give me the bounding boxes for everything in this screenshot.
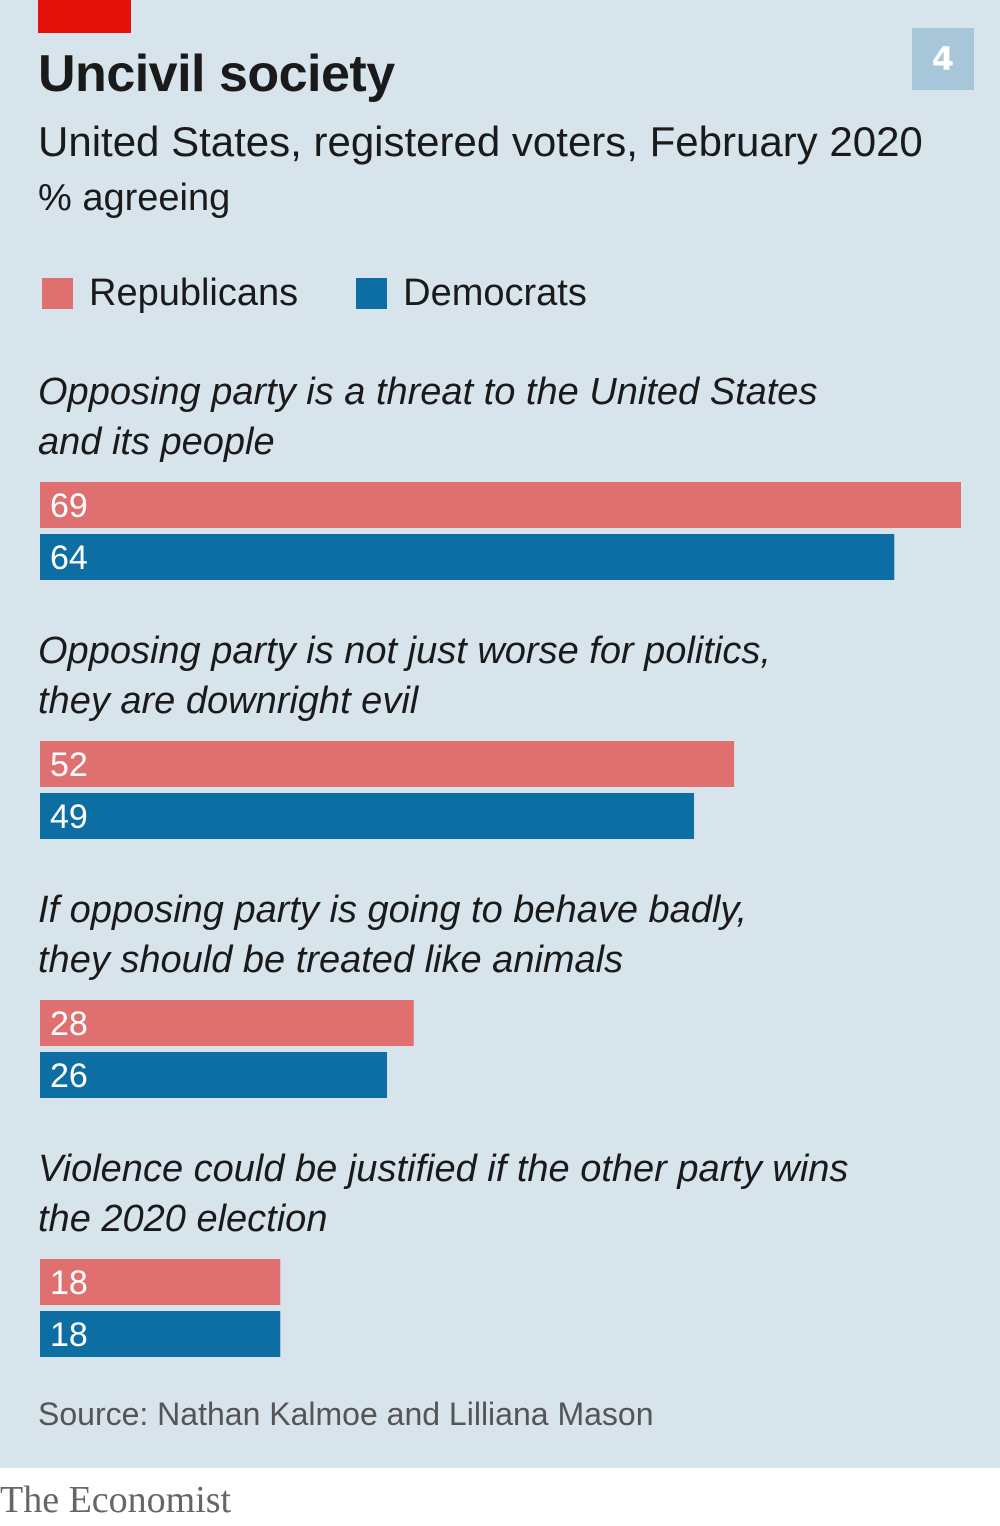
value-label-republicans-4: 18 <box>50 1264 88 1302</box>
bar-democrats-4 <box>40 1311 281 1357</box>
legend-item-democrats: Democrats <box>356 272 587 315</box>
value-label-republicans-1: 69 <box>50 487 88 525</box>
chart-panel: 4 Uncivil society United States, registe… <box>0 0 1000 1468</box>
value-label-republicans-3: 28 <box>50 1005 88 1043</box>
category-label-1-line-1: Opposing party is a threat to the United… <box>38 371 817 413</box>
bar-democrats-2 <box>40 793 695 839</box>
chart-title: Uncivil society <box>38 45 395 103</box>
chart-number-badge: 4 <box>912 28 974 90</box>
legend-label-republicans: Republicans <box>89 272 299 314</box>
category-label-4-line-1: Violence could be justified if the other… <box>38 1148 848 1190</box>
category-label-1-line-2: and its people <box>38 421 275 463</box>
value-label-democrats-3: 26 <box>50 1057 88 1095</box>
value-label-democrats-1: 64 <box>50 539 88 577</box>
brand-red-tag <box>38 0 131 33</box>
bar-republicans-3 <box>40 1000 414 1046</box>
source-note: Source: Nathan Kalmoe and Lilliana Mason <box>38 1396 654 1432</box>
category-label-2-line-1: Opposing party is not just worse for pol… <box>38 630 771 672</box>
bar-republicans-1 <box>40 482 961 528</box>
bar-democrats-1 <box>40 534 895 580</box>
value-label-republicans-2: 52 <box>50 746 88 784</box>
chart-unit: % agreeing <box>38 177 231 219</box>
category-label-3-line-2: they should be treated like animals <box>38 939 623 981</box>
bar-republicans-2 <box>40 741 735 787</box>
category-label-4-line-2: the 2020 election <box>38 1198 327 1240</box>
legend: Republicans Democrats <box>42 272 645 315</box>
bar-republicans-4 <box>40 1259 281 1305</box>
value-label-democrats-2: 49 <box>50 798 88 836</box>
legend-swatch-republicans <box>42 278 73 309</box>
legend-item-republicans: Republicans <box>42 272 298 315</box>
category-label-3-line-1: If opposing party is going to behave bad… <box>38 889 747 931</box>
bar-democrats-3 <box>40 1052 388 1098</box>
value-label-democrats-4: 18 <box>50 1316 88 1354</box>
bar-chart: Opposing party is a threat to the United… <box>38 371 961 1357</box>
brand-wordmark: The Economist <box>0 1479 232 1521</box>
chart-subtitle: United States, registered voters, Februa… <box>38 118 923 165</box>
legend-swatch-democrats <box>356 278 388 309</box>
category-label-2-line-2: they are downright evil <box>38 680 420 722</box>
legend-label-democrats: Democrats <box>403 272 587 314</box>
